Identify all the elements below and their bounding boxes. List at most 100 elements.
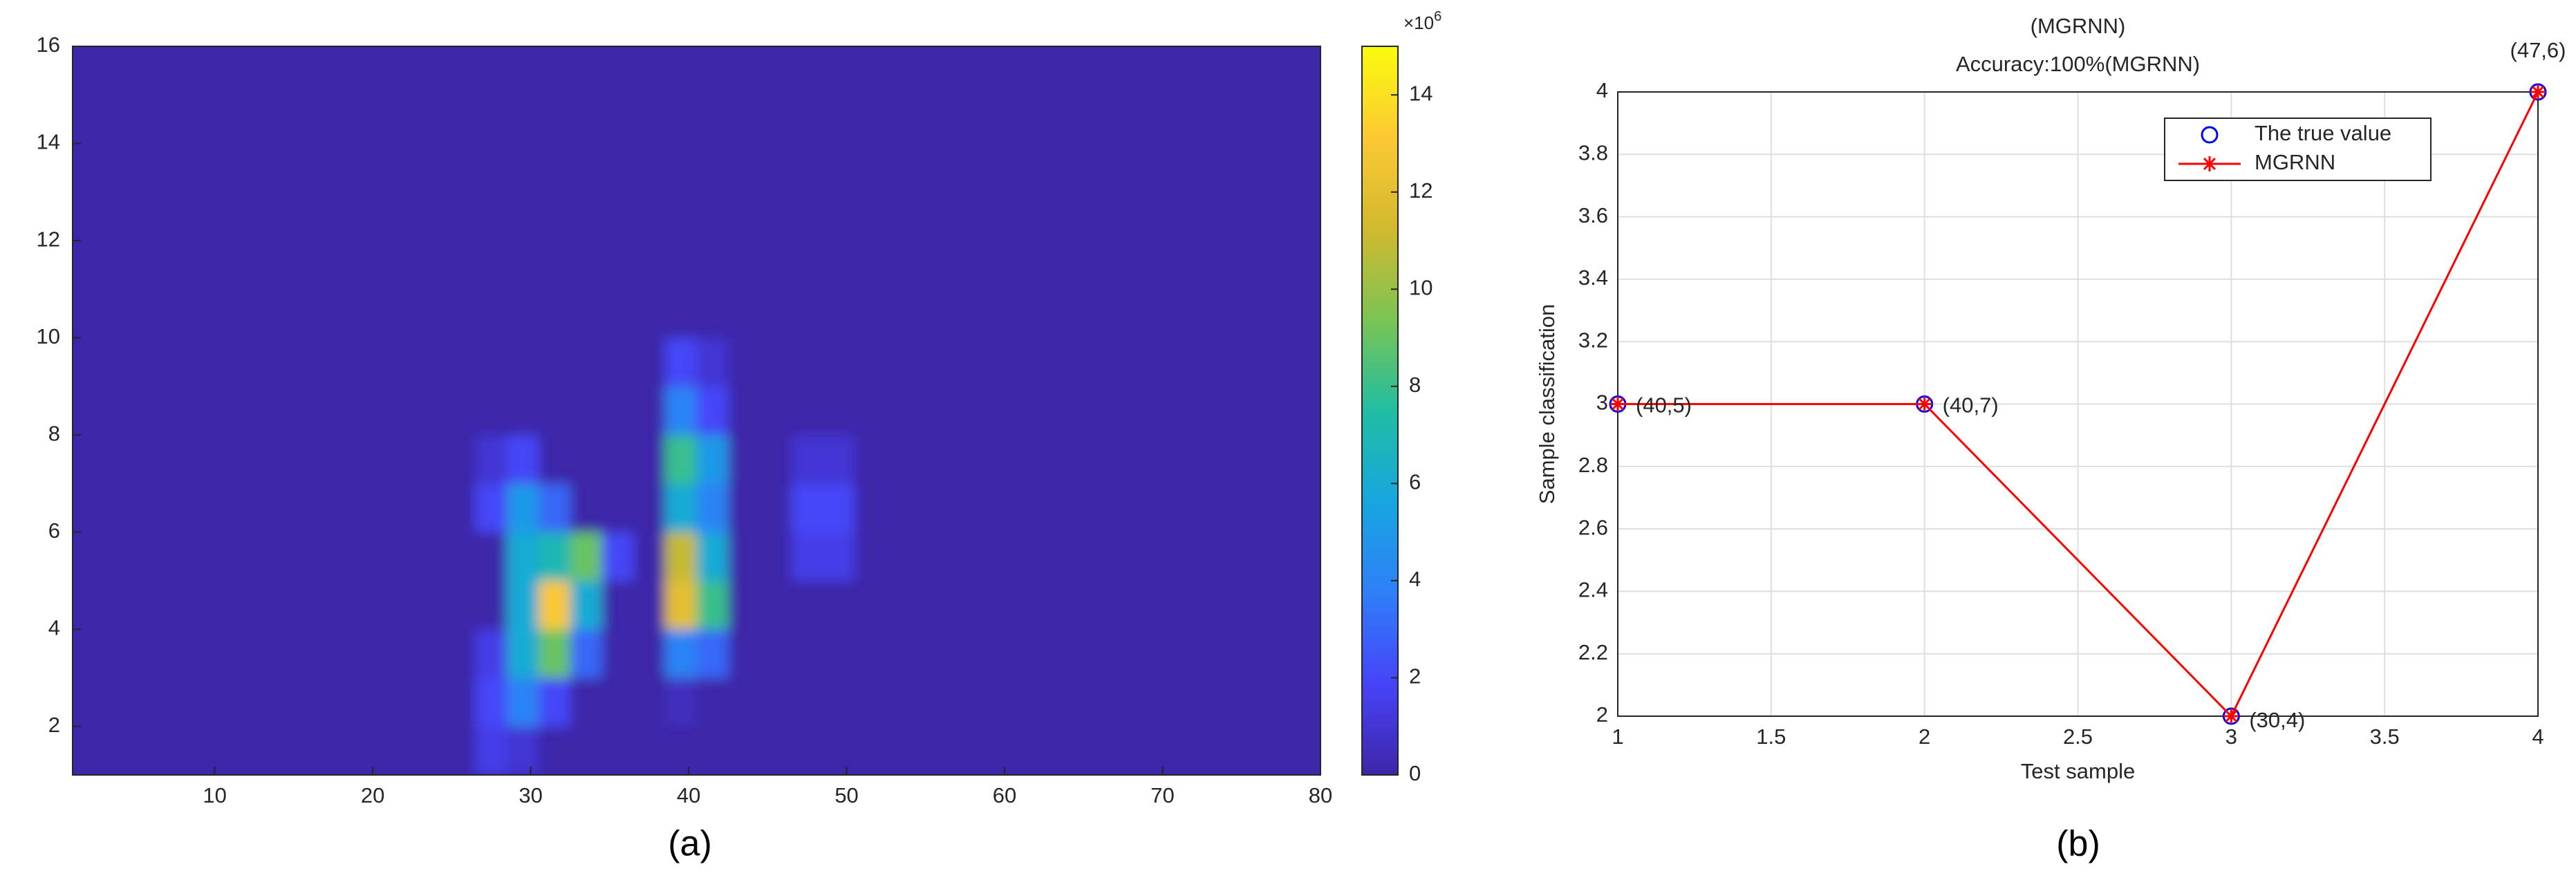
heatmap-cell (823, 532, 855, 581)
point-label: (47,6) (2510, 38, 2566, 62)
heatmap-cell (854, 483, 887, 533)
heatmap-cell (443, 677, 476, 727)
heatmap-cell (507, 191, 539, 241)
heatmap-cell (728, 435, 760, 484)
heatmap-cell (728, 289, 760, 339)
heatmap-cell (759, 95, 792, 144)
heatmap-cell (507, 143, 539, 193)
heatmap-cell (73, 46, 445, 95)
chart-subtitle: Accuracy:100%(MGRNN) (1956, 52, 2200, 76)
heatmap-cell (728, 337, 760, 387)
heatmap-cell (854, 726, 887, 775)
colorbar-tick-label: 4 (1409, 567, 1421, 591)
y-tick-label: 2 (48, 713, 60, 737)
heatmap-cell (791, 580, 823, 630)
heatmap-cell (73, 241, 445, 290)
heatmap-cell (539, 241, 571, 290)
heatmap-cell (443, 483, 476, 533)
heatmap-cell (73, 95, 445, 144)
heatmap-cell (601, 241, 634, 290)
x-tick-label: 40 (677, 783, 700, 807)
heatmap-cell (507, 483, 539, 533)
axes-box (72, 46, 1321, 776)
heatmap-cell (507, 95, 539, 144)
heatmap-cell (759, 629, 792, 678)
y-tick-label: 12 (37, 227, 60, 251)
heatmap-cell (73, 726, 445, 775)
heatmap-cell (728, 580, 760, 630)
heatmap-cell (823, 386, 855, 436)
y-tick-label: 2 (1596, 702, 1608, 727)
heatmap-cell (791, 532, 823, 581)
heatmap-cell (823, 629, 855, 678)
series-line (1618, 91, 2539, 718)
heatmap-cell (823, 726, 855, 775)
multiplier-exponent: 6 (1434, 9, 1441, 24)
heatmap-cell (570, 532, 602, 581)
heatmap-cell (664, 241, 697, 290)
heatmap-cell (539, 46, 571, 95)
heatmap-cell (823, 483, 855, 533)
heatmap-cell (73, 337, 445, 387)
heatmap-cell (443, 532, 476, 581)
heatmap-cell (570, 483, 602, 533)
heatmap-cell (854, 95, 887, 144)
heatmap-cell (443, 629, 476, 678)
heatmap-cell (791, 483, 823, 533)
heatmap-cell (791, 629, 823, 678)
heatmap-cell (539, 629, 571, 678)
heatmap-cell (633, 386, 666, 436)
heatmap-cell (601, 143, 634, 193)
y-axis-label: Sample classification (1535, 304, 1559, 504)
heatmap-cell (507, 677, 539, 727)
heatmap-cell (823, 337, 855, 387)
heatmap-cell (73, 191, 445, 241)
heatmap-cell (854, 629, 887, 678)
heatmap-cell (73, 483, 445, 533)
x-tick-label: 3 (2225, 724, 2237, 749)
heatmap-cell (886, 46, 1320, 95)
heatmap-cell (539, 580, 571, 630)
heatmap-cell (696, 629, 729, 678)
heatmap-cell (570, 580, 602, 630)
heatmap-cell (791, 726, 823, 775)
heatmap-cell (570, 289, 602, 339)
x-tick-label: 10 (203, 783, 226, 807)
heatmap-cell (539, 532, 571, 581)
heatmap-cell (633, 677, 666, 727)
x-tick-label: 50 (834, 783, 858, 807)
heatmap-cell (664, 386, 697, 436)
colorbar-tick-label: 8 (1409, 373, 1421, 397)
heatmap-cell (443, 726, 476, 775)
heatmap-cell (854, 143, 887, 193)
heatmap-cell (696, 483, 729, 533)
heatmap-cell (854, 241, 887, 290)
y-tick-label: 4 (48, 615, 60, 639)
heatmap-cell (443, 580, 476, 630)
heatmap-cells (73, 46, 1320, 775)
heatmap-cell (664, 143, 697, 193)
heatmap-cell (539, 435, 571, 484)
y-tick-label: 16 (37, 32, 60, 57)
point-marker (1610, 396, 1625, 412)
heatmap-cell (728, 241, 760, 290)
heatmap-cell (791, 289, 823, 339)
heatmap-cell (601, 95, 634, 144)
heatmap-cell (539, 337, 571, 387)
heatmap-cell (539, 191, 571, 241)
heatmap-cell (507, 726, 539, 775)
heatmap-cell (664, 677, 697, 727)
heatmap-cell (633, 95, 666, 144)
heatmap-cell (854, 386, 887, 436)
heatmap-cell (854, 532, 887, 581)
y-tick-label: 3.4 (1578, 265, 1608, 290)
heatmap-cell (791, 46, 823, 95)
heatmap-cell (633, 435, 666, 484)
x-axis-label: Test sample (2021, 759, 2135, 783)
heatmap-cell (854, 289, 887, 339)
heatmap-cell (886, 191, 1320, 241)
heatmap-cell (886, 337, 1320, 387)
heatmap-cell (759, 289, 792, 339)
y-tick-label: 8 (48, 421, 60, 445)
heatmap-cell (475, 95, 507, 144)
